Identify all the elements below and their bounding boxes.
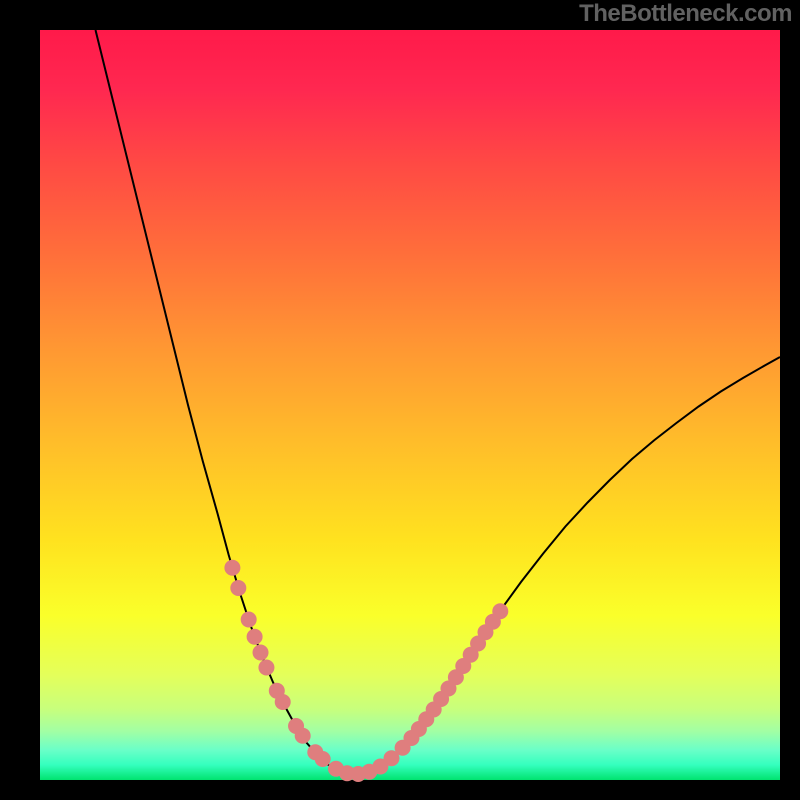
- highlight-dot: [247, 629, 263, 645]
- highlight-dot: [230, 580, 246, 596]
- bottleneck-chart: [0, 0, 800, 800]
- highlight-dot: [315, 751, 331, 767]
- watermark-text: TheBottleneck.com: [579, 0, 792, 28]
- highlight-dot: [253, 645, 269, 661]
- highlight-dot: [224, 560, 240, 576]
- highlight-dot: [492, 603, 508, 619]
- highlight-dot: [275, 694, 291, 710]
- highlight-dot: [241, 612, 257, 628]
- highlight-dot: [295, 728, 311, 744]
- chart-container: TheBottleneck.com: [0, 0, 800, 800]
- highlight-dot: [258, 660, 274, 676]
- plot-background: [40, 30, 780, 780]
